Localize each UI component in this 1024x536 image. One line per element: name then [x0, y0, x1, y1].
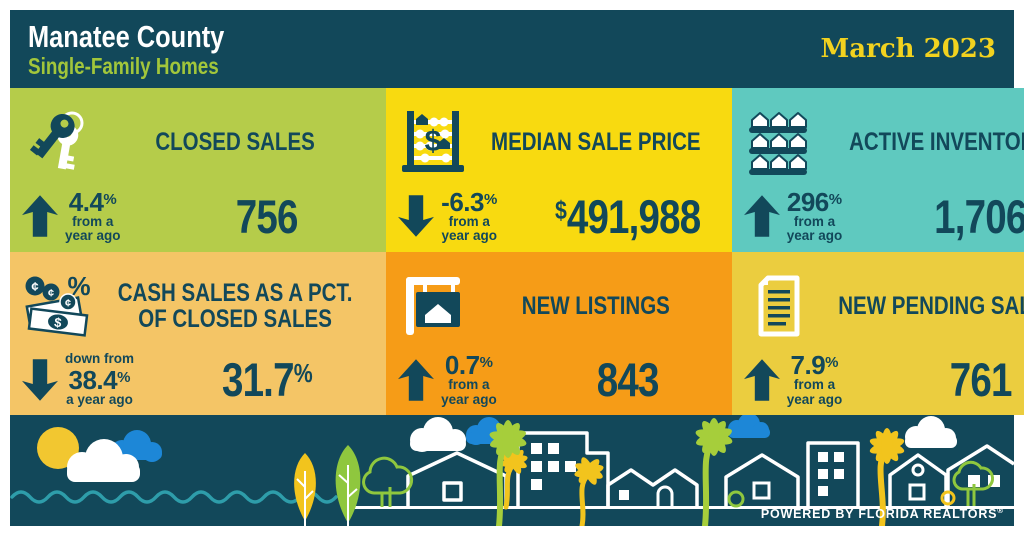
svg-text:$: $: [53, 315, 63, 331]
svg-text:$: $: [425, 125, 442, 158]
keys-icon: [22, 107, 92, 177]
change-sub1: from a: [793, 377, 836, 393]
header: Manatee County Single-Family Homes March…: [10, 10, 1014, 88]
palm-tree-yellow-icon: [500, 448, 528, 510]
wave-icon: [10, 490, 338, 504]
tile-title: NEW LISTINGS: [521, 292, 670, 320]
change-value: -6.3%: [441, 186, 498, 217]
tile-title: ACTIVE INVENTORY: [848, 128, 1024, 156]
up-arrow-icon: [398, 358, 435, 402]
blue-cloud-icon: [111, 430, 162, 462]
tile-closed-sales: CLOSED SALES 4.4% from a year ago: [10, 88, 387, 252]
change-value: 7.9%: [790, 350, 839, 381]
stat-value: 1,706: [934, 189, 1024, 243]
yoy-change: 296% from a year ago: [743, 186, 878, 243]
down-arrow-icon: [398, 194, 435, 238]
change-value: 38.4%: [68, 364, 131, 395]
cash-icon: % ¢ ¢ ¢ $: [22, 271, 92, 341]
yoy-change: 4.4% from a year ago: [22, 189, 156, 243]
tile-title: MEDIAN SALE PRICE: [491, 128, 701, 156]
white-cloud-icon: [410, 417, 466, 452]
stat-value: 31.7%: [221, 353, 313, 406]
change-intro: down from: [65, 351, 134, 367]
change-sub2: year ago: [441, 228, 497, 243]
change-sub1: from a: [72, 213, 114, 229]
tile-new-listings: NEW LISTINGS 0.7% from a year ago: [386, 252, 732, 415]
white-cloud-icon: [67, 439, 140, 482]
skyline-footer: POWERED BY FLORIDA REALTORS®: [10, 415, 1014, 526]
house-outline: [724, 453, 800, 508]
building-outline: [806, 441, 860, 507]
tile-cash-sales-pct: % ¢ ¢ ¢ $: [10, 252, 387, 415]
housing-inventory-icon: [744, 107, 814, 177]
rooftops-outline: [606, 468, 699, 507]
listing-sign-icon: [398, 271, 468, 341]
svg-text:¢: ¢: [65, 298, 71, 310]
palm-tree-yellow-icon: [869, 428, 905, 526]
tile-median-sale-price: $ MEDIAN SALE PRICE -6.3% from a: [386, 88, 732, 252]
bush-icon: [940, 490, 956, 506]
svg-text:¢: ¢: [48, 288, 54, 300]
stat-value: 756: [236, 189, 299, 243]
up-arrow-icon: [743, 194, 780, 238]
svg-text:¢: ¢: [31, 279, 38, 294]
change-sub2: year ago: [786, 228, 843, 243]
header-titles: Manatee County Single-Family Homes: [28, 20, 267, 78]
change-sub2: year ago: [65, 228, 121, 243]
white-cloud-icon: [905, 416, 957, 448]
stat-value: 843: [597, 353, 660, 406]
svg-text:%: %: [67, 271, 90, 301]
infographic: Manatee County Single-Family Homes March…: [10, 10, 1024, 526]
tile-title: NEW PENDING SALES: [838, 292, 1024, 320]
palm-tree-green-icon: [489, 420, 527, 526]
page-title: Manatee County: [28, 19, 225, 55]
down-arrow-icon: [22, 358, 58, 402]
yoy-change: 7.9% from a year ago: [743, 350, 878, 407]
palm-tree-green-icon: [695, 418, 733, 526]
stat-value: 761: [949, 353, 1013, 406]
tree-outline-icon: [362, 456, 414, 507]
stat-value: $491,988: [555, 189, 701, 243]
change-sub2: year ago: [786, 391, 843, 407]
change-value: 296%: [786, 186, 843, 217]
change-value: 0.7%: [444, 350, 493, 381]
up-arrow-icon: [743, 358, 780, 402]
leaf-tree-green-icon: [335, 445, 361, 526]
report-date: March 2023: [820, 34, 996, 64]
blue-cloud-icon: [728, 415, 770, 438]
yoy-change: -6.3% from a year ago: [398, 189, 532, 243]
change-sub2: a year ago: [66, 391, 133, 407]
abacus-icon: $: [398, 107, 468, 177]
page-subtitle: Single-Family Homes: [28, 52, 219, 79]
change-sub2: year ago: [441, 391, 497, 407]
change-sub1: from a: [448, 377, 490, 393]
tile-title: CASH SALES AS A PCT. OF CLOSED SALES: [117, 279, 353, 333]
tile-new-pending-sales: NEW PENDING SALES 7.9% from a year ago: [731, 252, 1024, 415]
stat-tiles: CLOSED SALES 4.4% from a year ago: [10, 88, 1024, 415]
change-sub1: from a: [793, 213, 836, 229]
pending-document-icon: [744, 271, 814, 341]
bush-icon: [727, 490, 745, 508]
change-sub1: from a: [448, 213, 490, 229]
change-value: 4.4%: [68, 186, 117, 217]
sun-icon: [37, 427, 79, 469]
powered-by-label: POWERED BY FLORIDA REALTORS®: [760, 505, 1004, 521]
tile-title: CLOSED SALES: [155, 128, 315, 156]
house-outline: [888, 453, 948, 507]
leaf-tree-yellow-icon: [294, 453, 316, 526]
palm-tree-yellow-icon: [574, 457, 604, 526]
up-arrow-icon: [22, 194, 58, 238]
tree-outline-icon: [940, 460, 995, 506]
skyline-illustration: [10, 415, 1014, 526]
yoy-change: 0.7% from a year ago: [398, 352, 532, 406]
yoy-change: down from 38.4% a year ago: [22, 352, 156, 406]
tile-active-inventory: ACTIVE INVENTORY 296% from a year ago: [731, 88, 1024, 252]
